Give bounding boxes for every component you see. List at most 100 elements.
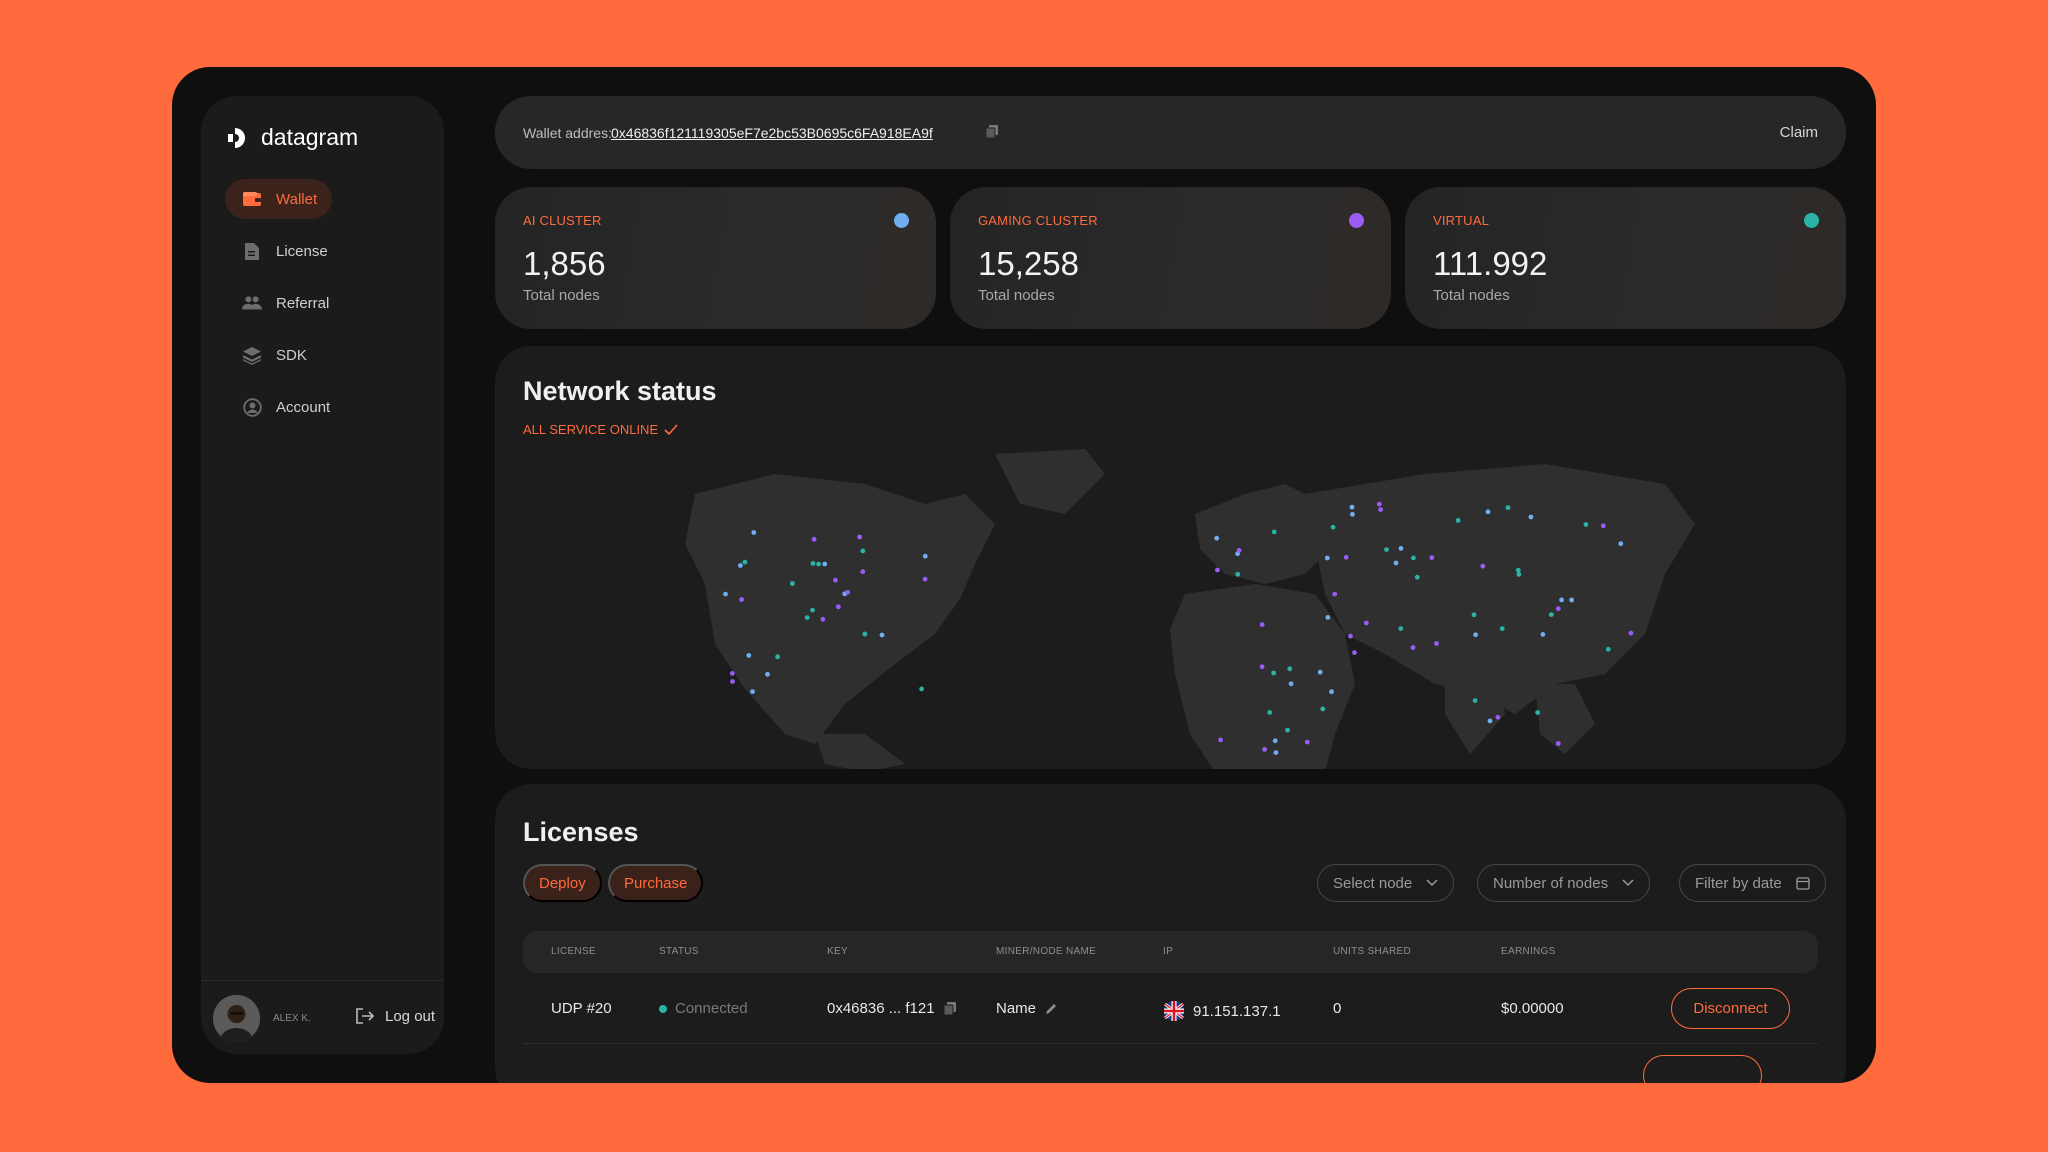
- network-title: Network status: [523, 376, 717, 406]
- node-dot: [1214, 535, 1220, 541]
- node-dot: [723, 591, 728, 597]
- node-dot: [1332, 591, 1338, 597]
- europe-landmass: [1195, 484, 1335, 584]
- node-dot: [1515, 567, 1521, 573]
- key-text: 0x46836 ... f121: [827, 1000, 935, 1017]
- node-dot: [1262, 747, 1267, 752]
- node-dot: [804, 615, 810, 620]
- north-america-landmass: [685, 474, 995, 744]
- sidebar-item-wallet[interactable]: Wallet: [225, 179, 333, 219]
- node-dot: [1555, 606, 1561, 612]
- node-dot: [1600, 523, 1606, 529]
- cluster-value: 111.992: [1433, 245, 1548, 282]
- virtual-cluster-card: VIRTUAL 111.992 Total nodes: [1405, 187, 1846, 329]
- edit-pencil-icon[interactable]: [1044, 1002, 1058, 1016]
- node-dot: [1559, 597, 1564, 603]
- number-of-nodes-label: Number of nodes: [1493, 874, 1609, 892]
- node-dot: [1317, 669, 1323, 675]
- table-header: LICENSE STATUS KEY MINER/NODE NAME IP UN…: [523, 931, 1818, 973]
- claim-button[interactable]: Claim: [1779, 124, 1818, 141]
- node-dot: [738, 563, 743, 568]
- sidebar-item-account[interactable]: Account: [225, 387, 345, 427]
- sdk-icon: [242, 345, 262, 365]
- node-dot: [1410, 645, 1416, 650]
- node-dot: [1429, 555, 1435, 560]
- disconnect-button[interactable]: Disconnect: [1671, 988, 1790, 1029]
- central-america-landmass: [815, 734, 905, 769]
- node-dot: [775, 654, 780, 660]
- sidebar-item-label: License: [276, 242, 328, 260]
- node-name-text: Name: [996, 1000, 1037, 1017]
- node-dot: [857, 534, 862, 540]
- node-dot: [879, 632, 885, 638]
- africa-landmass: [1170, 584, 1355, 769]
- status-cell: Connected: [659, 1000, 748, 1017]
- deploy-button[interactable]: Deploy: [523, 864, 602, 902]
- node-dot: [1272, 738, 1278, 744]
- chevron-down-icon: [1622, 879, 1634, 887]
- node-dot: [1273, 750, 1279, 755]
- copy-icon[interactable]: [943, 1001, 957, 1016]
- node-dot: [1271, 670, 1277, 676]
- account-icon: [242, 397, 262, 417]
- node-dot: [860, 548, 866, 554]
- cluster-label: VIRTUAL: [1433, 213, 1490, 228]
- node-dot: [1487, 718, 1493, 724]
- node-dot: [1471, 612, 1477, 618]
- network-status-indicator: ALL SERVICE ONLINE: [523, 422, 678, 437]
- select-node-dropdown[interactable]: Select node: [1317, 864, 1455, 902]
- key-cell: 0x46836 ... f121: [827, 1000, 957, 1017]
- node-dot: [1495, 714, 1501, 720]
- filter-by-date-input[interactable]: Filter by date: [1679, 864, 1826, 902]
- node-dot: [1218, 737, 1223, 743]
- node-dot: [1411, 555, 1416, 561]
- node-dot: [1350, 511, 1355, 517]
- purchase-button[interactable]: Purchase: [608, 864, 704, 902]
- node-dots: [723, 501, 1634, 755]
- node-dot: [1376, 501, 1382, 507]
- wallet-address-link[interactable]: 0x46836f121119305eF7e2bc53B0695c6FA918EA…: [611, 125, 933, 141]
- ai-cluster-card: AI CLUSTER 1,856 Total nodes: [495, 187, 936, 329]
- sidebar-item-referral[interactable]: Referral: [225, 283, 344, 323]
- status-dot: [659, 1004, 667, 1013]
- node-dot: [1505, 505, 1511, 510]
- app-window: datagram Wallet License Referral: [172, 67, 1876, 1083]
- column-header: STATUS: [659, 946, 699, 957]
- copy-icon[interactable]: [985, 124, 999, 144]
- ip-cell: 91.151.137.1: [1163, 1000, 1281, 1022]
- number-of-nodes-dropdown[interactable]: Number of nodes: [1477, 864, 1651, 902]
- cluster-value: 15,258: [978, 245, 1079, 282]
- sidebar-item-license[interactable]: License: [225, 231, 343, 271]
- user-name: ALEX K.: [273, 1013, 311, 1024]
- node-dot: [739, 597, 744, 602]
- column-header: IP: [1163, 946, 1174, 957]
- node-dot: [1378, 507, 1384, 512]
- node-dot: [1320, 706, 1326, 712]
- logout-button[interactable]: Log out: [355, 1007, 435, 1025]
- southeast-asia-landmass: [1535, 684, 1595, 754]
- sidebar-item-sdk[interactable]: SDK: [225, 335, 322, 375]
- cluster-sub: Total nodes: [1433, 287, 1510, 304]
- disconnect-button-partial[interactable]: [1643, 1055, 1762, 1083]
- node-dot: [1304, 739, 1310, 745]
- cluster-sub: Total nodes: [978, 287, 1055, 304]
- node-dot: [1329, 689, 1334, 695]
- license-icon: [242, 241, 262, 261]
- node-dot: [845, 589, 851, 595]
- node-name-cell: Name: [996, 1000, 1058, 1017]
- node-dot: [1540, 632, 1546, 637]
- logo-text: datagram: [261, 124, 359, 150]
- node-dot: [1330, 524, 1336, 530]
- node-dot: [1485, 509, 1491, 515]
- node-dot: [730, 679, 735, 684]
- cluster-value: 1,856: [523, 245, 606, 282]
- node-dot: [1455, 518, 1461, 523]
- sidebar-item-label: SDK: [276, 346, 307, 364]
- avatar[interactable]: [213, 995, 260, 1042]
- gaming-cluster-card: GAMING CLUSTER 15,258 Total nodes: [950, 187, 1391, 329]
- logout-label: Log out: [385, 1007, 436, 1025]
- wallet-label: Wallet addres:: [523, 125, 612, 141]
- world-map: [685, 449, 1695, 769]
- logo[interactable]: datagram: [226, 124, 358, 151]
- calendar-icon: [1796, 877, 1810, 890]
